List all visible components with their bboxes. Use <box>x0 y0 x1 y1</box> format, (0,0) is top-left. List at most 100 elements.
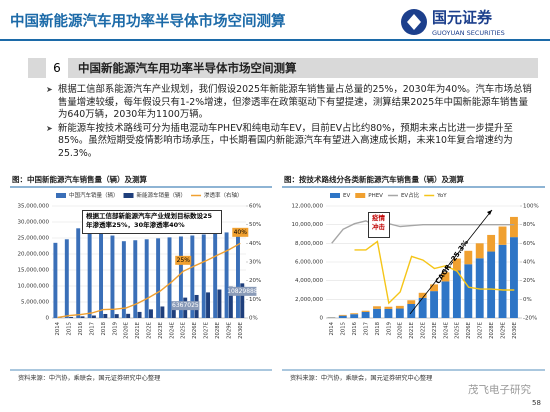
bar <box>475 258 484 318</box>
bar <box>418 297 427 318</box>
bar <box>464 250 473 265</box>
bar <box>240 283 245 318</box>
bar <box>224 232 229 318</box>
bar <box>441 281 450 318</box>
bar <box>213 233 218 318</box>
annotation: 疫情冲击 <box>368 212 390 238</box>
bullet: 根据工信部系能源汽车产业规划，我们假设2025年新能源车销售量占总量的25%，2… <box>46 84 536 122</box>
bullet: 新能源车按技术路线可分为插电混动车PHEV和纯电动车EV，目前EV占比约80%，… <box>46 123 536 161</box>
header-title: 中国新能源汽车用功率半导体市场空间测算 <box>10 14 286 30</box>
y-tick-label: 35,000,000 <box>18 204 50 210</box>
bar <box>80 316 85 318</box>
bar <box>144 239 149 318</box>
y-tick-label: 4,000,000 <box>295 278 323 284</box>
y-tick-label: 10,000,000 <box>18 284 50 290</box>
bar <box>361 310 370 312</box>
legend-label: YoY <box>436 193 447 199</box>
x-tick-label: 2017 <box>89 322 95 335</box>
x-tick-label: 2029E <box>226 321 232 338</box>
data-label-box <box>228 286 257 296</box>
bar <box>228 286 233 318</box>
y2-tick-label: 60% <box>523 241 535 247</box>
data-label: 6367025 <box>172 302 199 309</box>
y-tick-label: 0 <box>46 316 50 322</box>
legend-swatch <box>355 193 366 198</box>
bar <box>384 308 393 318</box>
annotation-text: 疫情冲击 <box>368 212 390 238</box>
x-tick-label: 2030E <box>238 321 244 338</box>
x-tick-label: 2022E <box>421 321 427 338</box>
y-tick-label: 2,000,000 <box>295 297 323 303</box>
bar <box>430 291 439 318</box>
watermark: 茂飞电子研究 <box>468 384 531 396</box>
bar <box>350 313 359 315</box>
bar <box>395 305 404 309</box>
section-title: 中国新能源汽车用功率半导体市场空间测算 <box>78 61 297 75</box>
line <box>57 242 241 319</box>
bar <box>407 300 416 304</box>
legend-label: 渗透率（右轴） <box>204 191 243 199</box>
bar <box>510 237 518 318</box>
legend-label: PHEV <box>368 193 383 199</box>
y2-tick-label: 40% <box>523 260 535 266</box>
x-tick-label: 2021E <box>135 321 141 338</box>
x-tick-label: 2028E <box>215 321 221 338</box>
bar <box>167 237 172 318</box>
bar <box>430 284 439 292</box>
x-tick-label: 2018 <box>375 321 381 335</box>
bar <box>160 306 165 318</box>
bar <box>149 309 153 318</box>
y-tick-label: 30,000,000 <box>18 220 50 226</box>
x-tick-label: 2014 <box>329 321 335 335</box>
x-tick-label: 2020E <box>398 321 404 338</box>
y2-tick-label: 0% <box>249 316 258 322</box>
annotation-text: 根据工信部新能源汽车产业规划目标数设25年渗透率25%，30年渗透率40% <box>82 210 222 234</box>
bar <box>464 264 473 318</box>
y2-tick-label: 20% <box>523 278 535 284</box>
bar <box>452 258 461 271</box>
bar <box>361 311 370 318</box>
annotation-arrow <box>409 209 493 315</box>
bar <box>201 234 206 318</box>
bar <box>498 226 507 245</box>
y-tick-label: 8,000,000 <box>295 241 323 247</box>
legend-label: EV <box>343 193 350 199</box>
x-tick-label: 2018 <box>101 321 107 335</box>
y2-tick-label: 100% <box>523 204 539 210</box>
x-tick-label: 2023E <box>432 321 438 338</box>
logo-subtitle: GUOYUAN SECURITIES <box>432 29 505 37</box>
data-label: 40% <box>234 229 248 236</box>
x-tick-label: 2016 <box>78 321 84 335</box>
x-tick-label: 2029E <box>500 321 506 338</box>
logo-name: 国元证券 <box>432 9 493 27</box>
bar <box>452 270 461 318</box>
y-tick-label: 20,000,000 <box>18 252 50 258</box>
bar <box>475 243 484 259</box>
bar <box>53 242 58 318</box>
section-bar <box>28 58 538 78</box>
x-tick-label: 2022E <box>147 321 153 338</box>
bar <box>156 238 161 318</box>
x-tick-label: 2019 <box>112 322 118 335</box>
legend-swatch <box>56 193 66 198</box>
bar <box>338 315 347 318</box>
chart-title: 图：中国新能源汽车销售量（辆）及测算 <box>12 174 147 184</box>
y-tick-label: 0 <box>320 316 324 322</box>
bar <box>206 292 210 318</box>
y2-tick-label: -20% <box>523 316 537 322</box>
chart-source: 资料来源：中汽协，乘联会，国元证券研究中心整理 <box>18 374 160 382</box>
y2-tick-label: 0% <box>523 297 532 303</box>
bar <box>487 251 496 318</box>
x-tick-label: 2021E <box>409 321 415 338</box>
legend-swatch <box>123 193 134 198</box>
x-tick-label: 2027E <box>204 321 210 338</box>
bar <box>76 228 81 318</box>
y-tick-label: 12,000,000 <box>292 204 324 210</box>
y2-tick-label: 40% <box>249 241 261 247</box>
bar <box>236 231 240 318</box>
legend-label: 中国汽车销量（辆） <box>69 191 119 199</box>
bar <box>373 306 381 309</box>
bar <box>110 235 115 318</box>
